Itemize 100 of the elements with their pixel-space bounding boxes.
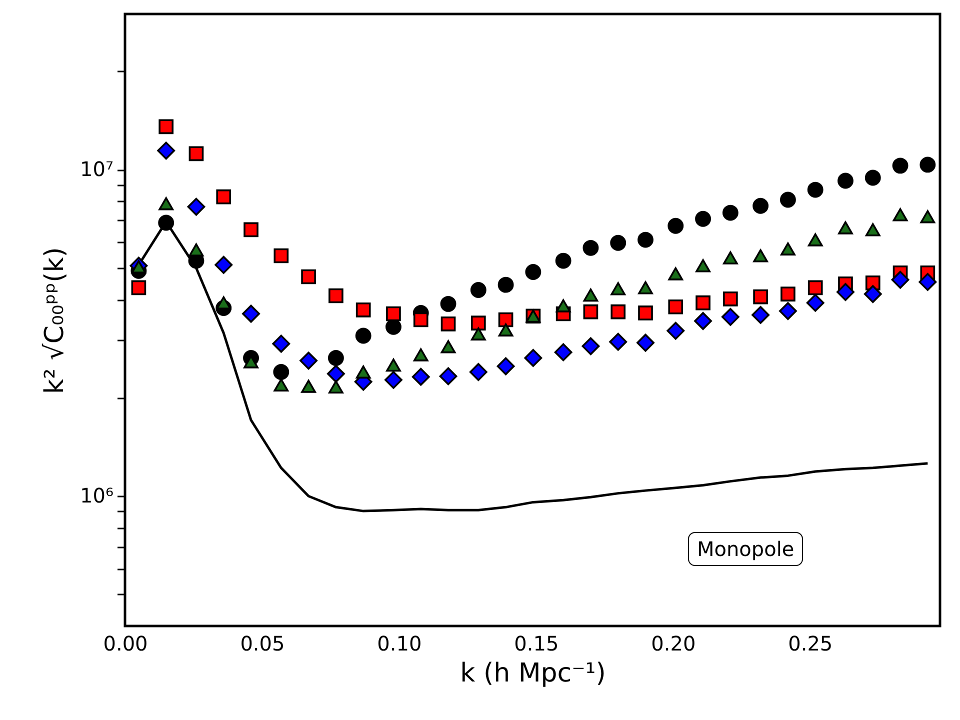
point	[555, 252, 572, 269]
point	[838, 172, 854, 189]
point	[440, 316, 456, 332]
point	[470, 327, 486, 340]
point	[892, 158, 908, 174]
point	[752, 306, 770, 324]
point	[892, 208, 908, 222]
point	[780, 242, 796, 256]
point	[413, 348, 428, 362]
point	[356, 302, 371, 318]
point	[695, 210, 712, 227]
point	[583, 288, 598, 302]
point	[556, 299, 571, 312]
point	[214, 256, 233, 274]
point	[668, 267, 684, 280]
point	[723, 251, 738, 264]
point	[920, 210, 936, 224]
point	[554, 343, 572, 362]
y-tick-label: 10⁷	[80, 157, 114, 182]
point	[638, 281, 653, 294]
x-tick-label: 0.10	[377, 632, 422, 656]
point	[384, 370, 402, 389]
point	[891, 270, 910, 289]
point	[157, 142, 176, 160]
point	[440, 296, 456, 312]
point	[244, 222, 258, 238]
point	[273, 364, 290, 380]
point	[668, 299, 684, 314]
point	[356, 365, 371, 379]
point	[301, 269, 316, 284]
point	[836, 283, 854, 301]
point	[216, 296, 232, 310]
point	[274, 248, 289, 264]
point	[469, 363, 488, 381]
point	[780, 192, 796, 208]
point	[158, 197, 174, 210]
point	[807, 182, 824, 198]
point	[780, 286, 796, 302]
point	[753, 249, 768, 262]
point	[610, 234, 626, 251]
point	[301, 380, 316, 393]
point	[668, 218, 684, 234]
point	[326, 364, 345, 383]
point	[413, 312, 428, 328]
point	[778, 302, 797, 320]
point	[806, 294, 824, 312]
point	[386, 358, 401, 372]
point	[498, 312, 514, 328]
point	[696, 259, 710, 272]
point	[666, 322, 685, 340]
point	[838, 221, 853, 234]
y-tick-label: 10⁶	[80, 484, 114, 508]
point	[864, 170, 881, 186]
point	[498, 276, 514, 293]
point	[498, 323, 514, 336]
point	[609, 332, 628, 351]
point	[386, 306, 401, 322]
point	[131, 280, 146, 296]
point	[131, 260, 146, 274]
point	[188, 243, 204, 256]
annotation: Monopole	[688, 532, 804, 566]
point	[722, 204, 738, 221]
point	[242, 304, 260, 323]
point	[582, 240, 599, 256]
point	[638, 306, 653, 320]
point	[582, 337, 600, 356]
point	[636, 334, 654, 352]
point	[355, 328, 372, 344]
point	[918, 273, 937, 291]
point	[158, 214, 174, 231]
point	[412, 368, 430, 386]
x-tick-label: 0.00	[103, 632, 148, 656]
point	[525, 264, 542, 280]
point	[752, 198, 769, 214]
point	[216, 189, 232, 204]
point	[188, 146, 204, 162]
point	[272, 334, 290, 353]
point	[158, 119, 174, 134]
point	[328, 350, 344, 366]
point	[808, 233, 823, 246]
x-tick-label: 0.25	[788, 632, 833, 656]
point	[808, 280, 823, 296]
point	[723, 291, 738, 306]
point	[583, 304, 598, 320]
point	[470, 316, 486, 330]
point	[496, 357, 515, 376]
point	[328, 380, 344, 394]
point	[696, 295, 710, 310]
x-tick-label: 0.15	[514, 632, 559, 656]
point	[721, 308, 740, 326]
point	[638, 232, 654, 248]
point	[524, 349, 542, 367]
point	[864, 285, 882, 304]
point	[187, 198, 206, 216]
point	[328, 288, 344, 304]
point	[920, 156, 936, 173]
point	[694, 312, 712, 330]
y-axis-title: k² √C₀₀ᵖᵖ(k)	[40, 247, 70, 394]
point	[470, 282, 486, 298]
x-tick-label: 0.05	[240, 632, 285, 656]
